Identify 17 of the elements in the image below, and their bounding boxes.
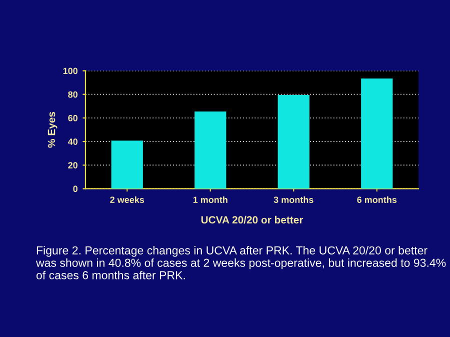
y-tick-label: 40: [68, 138, 78, 145]
x-tick-label: 2 weeks: [110, 196, 144, 203]
x-tick-label: 1 month: [193, 196, 228, 203]
bar: [111, 140, 143, 189]
y-tick-label: 0: [73, 186, 78, 192]
bar: [194, 111, 226, 189]
x-tick-label: 3 months: [274, 196, 314, 204]
bar: [361, 78, 393, 189]
y-axis-title: % Eyes: [48, 112, 58, 148]
x-axis-title: UCVA 20/20 or better: [201, 216, 304, 224]
y-tick-label: 80: [68, 91, 78, 98]
y-tick-label: 60: [68, 114, 78, 122]
y-tick-label: 20: [68, 162, 78, 168]
x-tick-label: 6 months: [357, 196, 397, 203]
caption: Figure 2. Percentage changes in UCVA after PRK. The UCVA 20/20 or better was shown in 40.8% of cases at 2 weeks post-operative, but increased to 93.4% of cases 6 months after PRK.: [36, 246, 446, 280]
bar: [278, 94, 310, 189]
y-tick-label: 100: [63, 68, 78, 74]
